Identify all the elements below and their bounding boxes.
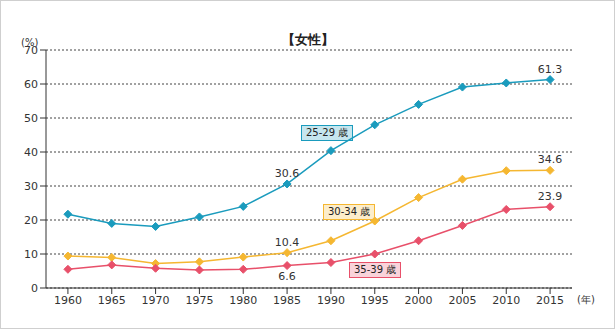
html-text:25-29 歳: 25-29 歳 — [306, 127, 349, 138]
svg-text:2000: 2000 — [405, 294, 433, 307]
svg-text:10: 10 — [24, 248, 38, 261]
svg-text:1970: 1970 — [142, 294, 170, 307]
svg-text:1995: 1995 — [361, 294, 389, 307]
svg-text:1985: 1985 — [273, 294, 301, 307]
svg-text:1980: 1980 — [229, 294, 257, 307]
html-text:35-39 歳: 35-39 歳 — [354, 264, 397, 275]
svg-text:1990: 1990 — [317, 294, 345, 307]
svg-text:50: 50 — [24, 112, 38, 125]
svg-text:1965: 1965 — [98, 294, 126, 307]
svg-text:34.6: 34.6 — [538, 153, 563, 166]
svg-text:10.4: 10.4 — [275, 236, 300, 249]
svg-text:23.9: 23.9 — [538, 190, 563, 203]
svg-text:70: 70 — [24, 43, 38, 57]
svg-text:6.6: 6.6 — [278, 270, 296, 283]
svg-text:2015: 2015 — [536, 294, 564, 307]
html-text:30-34 歳: 30-34 歳 — [328, 206, 371, 217]
html-text:【女性】: 【女性】 — [281, 32, 334, 47]
svg-text:30.6: 30.6 — [275, 167, 300, 180]
svg-text:2005: 2005 — [448, 294, 476, 307]
html-text:(年): (年) — [577, 294, 595, 305]
svg-text:61.3: 61.3 — [538, 63, 563, 76]
svg-text:30: 30 — [24, 180, 38, 193]
svg-text:1960: 1960 — [54, 294, 82, 307]
svg-text:1975: 1975 — [185, 294, 213, 307]
svg-text:0: 0 — [31, 282, 38, 295]
svg-text:20: 20 — [24, 214, 38, 227]
svg-text:60: 60 — [24, 78, 38, 91]
svg-text:2010: 2010 — [492, 294, 520, 307]
svg-text:40: 40 — [24, 146, 38, 159]
